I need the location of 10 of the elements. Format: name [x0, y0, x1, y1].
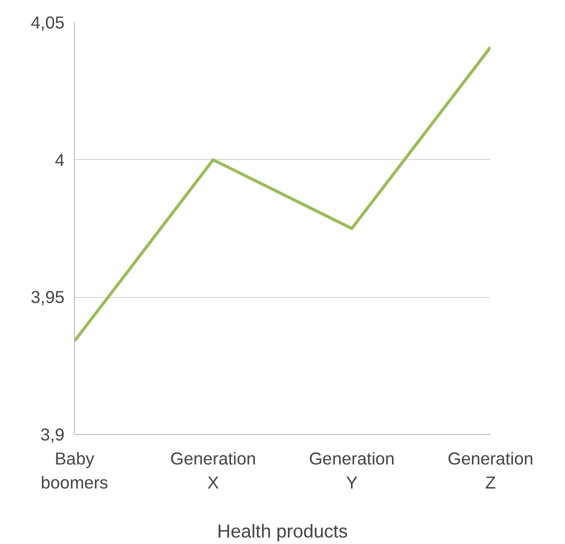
y-tick-label: 3,9	[40, 424, 65, 444]
x-tick-label: Generation Y	[308, 448, 395, 492]
line-series	[74, 46, 490, 343]
x-tick-label: Generation X	[170, 448, 256, 492]
y-tick-label: 4,05	[30, 12, 65, 32]
x-axis-title: Health products	[217, 520, 348, 542]
x-tick-label: Generation Z	[448, 448, 534, 492]
y-tick-label: 4	[54, 150, 65, 170]
y-tick-label: 3,95	[30, 287, 65, 308]
x-tick-label: Baby boomers	[40, 448, 109, 492]
